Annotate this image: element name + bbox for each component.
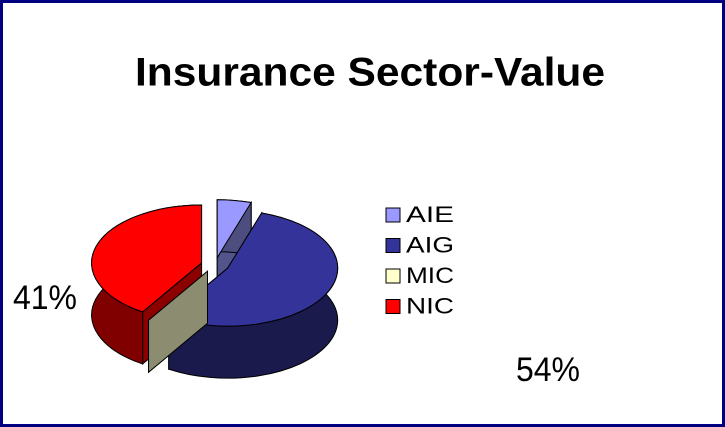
slice-top: [167, 212, 339, 327]
data-label: 54%: [516, 351, 580, 389]
legend-swatch: [385, 268, 401, 284]
slice-top: [216, 199, 252, 260]
legend-label: MIC: [406, 263, 454, 288]
pie-slice: [167, 211, 339, 379]
legend-swatch: [385, 299, 401, 314]
pie-slice: [148, 270, 208, 374]
legend-swatch: [385, 207, 401, 223]
legend-label: AIG: [406, 232, 454, 257]
slice-side: [148, 270, 208, 374]
data-label: 41%: [13, 279, 77, 317]
chart-title: Insurance Sector-Value: [135, 51, 605, 95]
legend-swatch: [385, 238, 401, 253]
legend-label: NIC: [406, 293, 454, 318]
slice-top: [91, 204, 203, 313]
legend-label: AIE: [406, 202, 454, 227]
